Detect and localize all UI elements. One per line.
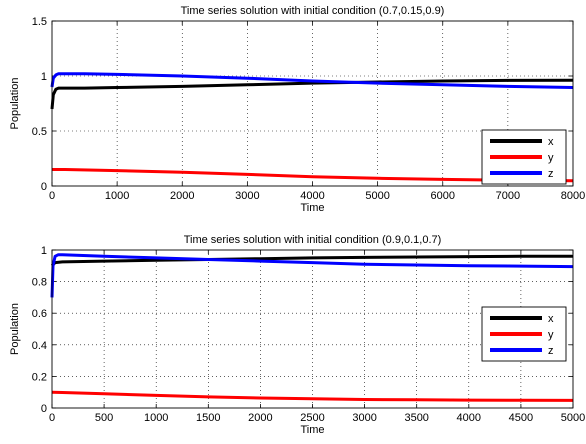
x-tick-label: 2000 xyxy=(170,190,194,202)
x-tick-label: 8000 xyxy=(561,190,585,202)
x-tick-label: 1000 xyxy=(144,412,168,424)
x-tick-label: 1500 xyxy=(196,412,220,424)
series-line-x xyxy=(50,254,573,267)
x-tick-label: 3000 xyxy=(352,412,376,424)
series-line-z xyxy=(50,253,574,298)
axes-frame xyxy=(51,249,574,409)
legend-label-y: y xyxy=(548,152,554,164)
y-tick-label: 0 xyxy=(41,181,47,193)
y-tick-label: 0.5 xyxy=(32,126,47,138)
x-tick-label: 2000 xyxy=(248,412,272,424)
x-tick-label: 4000 xyxy=(300,190,324,202)
x-tick-label: 6000 xyxy=(431,190,455,202)
legend-label-x: x xyxy=(548,136,554,148)
axes-frame xyxy=(51,20,574,187)
y-tick-label: 0 xyxy=(41,403,47,415)
x-tick-label: 1000 xyxy=(105,190,129,202)
legend-label-x: x xyxy=(548,313,554,325)
legend-label-y: y xyxy=(548,329,554,341)
x-tick-label: 500 xyxy=(95,412,113,424)
chart-title: Time series solution with initial condit… xyxy=(181,5,445,17)
series-line-x xyxy=(50,78,574,110)
y-tick-label: 1 xyxy=(41,71,47,83)
x-tick-label: 7000 xyxy=(496,190,520,202)
x-axis-label: Time xyxy=(300,202,324,214)
x-tick-label: 3000 xyxy=(235,190,259,202)
series-line-z xyxy=(50,72,574,89)
chart-title: Time series solution with initial condit… xyxy=(184,234,442,246)
x-tick-label: 0 xyxy=(49,412,55,424)
y-tick-label: 0.4 xyxy=(32,340,47,352)
x-tick-label: 3500 xyxy=(404,412,428,424)
legend: xyz xyxy=(481,306,567,362)
y-tick-label: 0.8 xyxy=(32,277,47,289)
x-tick-label: 0 xyxy=(49,190,55,202)
x-tick-label: 4000 xyxy=(457,412,481,424)
x-tick-label: 5000 xyxy=(365,190,389,202)
chart-1: 0 1000 2000 3000 4000 5000 6000 7000 8000 0 0.5 1 1.… xyxy=(9,5,585,214)
chart-2: 0 500 1000 1500 2000 2500 3000 3500 4000 4500 5000… xyxy=(9,234,585,436)
legend: xyz xyxy=(481,129,567,185)
legend-label-z: z xyxy=(548,168,554,180)
series-line-y xyxy=(51,390,574,402)
y-tick-label: 1 xyxy=(41,245,47,257)
legend-label-z: z xyxy=(548,345,554,357)
y-axis-label: Population xyxy=(9,78,21,130)
y-tick-label: 0.6 xyxy=(32,308,47,320)
x-tick-label: 5000 xyxy=(561,412,585,424)
x-tick-label: 4500 xyxy=(509,412,533,424)
x-axis-label: Time xyxy=(300,424,324,436)
y-axis-label: Population xyxy=(9,303,21,355)
series-line-y xyxy=(52,168,574,183)
y-tick-label: 0.2 xyxy=(32,371,47,383)
x-tick-label: 2500 xyxy=(300,412,324,424)
y-tick-label: 1.5 xyxy=(32,16,47,28)
